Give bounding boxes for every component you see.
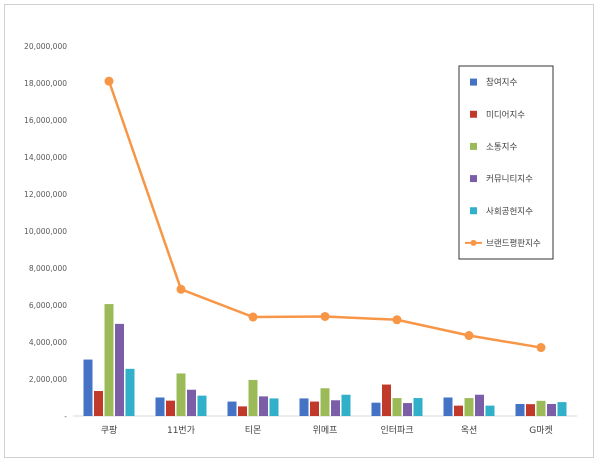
bar-5	[485, 405, 495, 416]
legend-swatch	[470, 110, 477, 118]
bar-3	[104, 304, 114, 416]
brand-index-point	[176, 284, 186, 294]
bar-4	[403, 403, 412, 416]
category-label: 쿠팡	[101, 425, 118, 436]
bar-2	[526, 404, 535, 416]
bar-4	[331, 400, 340, 416]
category-label: 인터파크	[380, 425, 413, 436]
chart-frame: - 2,000,000 4,000,000 6,000,000 8,000,000 10,…	[4, 4, 594, 458]
legend-marker	[470, 239, 477, 246]
legend-label: 커뮤니티지수	[486, 174, 533, 185]
bar-3	[392, 398, 402, 416]
legend-swatch	[470, 175, 477, 183]
brand-index-point	[536, 343, 546, 353]
line-layer	[104, 76, 546, 353]
y-tick-label: 10,000,000	[24, 227, 67, 236]
bar-5	[197, 395, 207, 416]
bar-5	[557, 402, 567, 416]
bar-1	[83, 359, 93, 416]
x-axis: 쿠팡 11번가 티몬 위메프 인터파크 옥션 G마켓	[101, 425, 553, 436]
legend-label: 브랜드평판지수	[486, 238, 541, 249]
bar-3	[536, 400, 546, 416]
legend-swatch	[470, 142, 477, 150]
brand-index-point	[104, 76, 114, 86]
bar-4	[475, 394, 484, 416]
y-tick-label: 12,000,000	[24, 190, 67, 199]
chart-svg: - 2,000,000 4,000,000 6,000,000 8,000,000 10,…	[24, 42, 577, 436]
bar-1	[443, 397, 453, 416]
y-tick-label: 14,000,000	[24, 153, 67, 162]
y-tick-label: 20,000,000	[24, 42, 67, 51]
brand-index-point	[464, 331, 474, 341]
category-label: 옥션	[461, 425, 478, 436]
brand-index-point	[248, 312, 258, 322]
bar-3	[176, 373, 186, 416]
bar-layer	[83, 304, 567, 416]
category-label: 티몬	[245, 425, 262, 436]
bar-2	[310, 401, 319, 416]
bar-4	[187, 389, 196, 416]
bar-5	[269, 398, 279, 416]
legend-label: 사회공헌지수	[486, 207, 533, 217]
legend-label: 미디어지수	[486, 109, 525, 120]
bar-2	[94, 391, 103, 416]
legend-label: 소통지수	[486, 142, 517, 152]
bar-2	[382, 384, 391, 416]
bar-2	[454, 405, 463, 416]
legend-label: 참여지수	[486, 77, 517, 88]
bar-4	[547, 403, 556, 416]
bar-4	[115, 323, 124, 416]
y-tick-label: -	[64, 412, 67, 421]
y-tick-label: 18,000,000	[24, 79, 67, 88]
bar-3	[464, 398, 474, 416]
bar-1	[515, 403, 525, 416]
bar-3	[248, 379, 258, 416]
brand-index-point	[392, 315, 402, 325]
y-tick-label: 4,000,000	[29, 338, 67, 347]
bar-2	[166, 400, 175, 416]
legend-box	[458, 65, 554, 260]
bar-1	[299, 398, 309, 416]
y-tick-label: 16,000,000	[24, 116, 67, 125]
legend-swatch	[470, 207, 477, 215]
bar-3	[320, 388, 330, 416]
bar-1	[227, 401, 237, 416]
bar-5	[341, 394, 351, 416]
bar-2	[238, 406, 247, 416]
legend-swatch	[470, 78, 477, 86]
category-label: G마켓	[529, 425, 553, 436]
bar-1	[155, 397, 165, 416]
category-label: 11번가	[167, 425, 195, 436]
brand-index-point	[320, 311, 330, 321]
category-label: 위메프	[313, 425, 338, 436]
bar-5	[125, 368, 135, 416]
bar-5	[413, 398, 423, 416]
y-tick-label: 2,000,000	[29, 375, 67, 384]
y-tick-label: 8,000,000	[29, 264, 67, 273]
y-tick-label: 6,000,000	[29, 301, 67, 310]
bar-1	[371, 402, 381, 416]
bar-4	[259, 396, 268, 416]
